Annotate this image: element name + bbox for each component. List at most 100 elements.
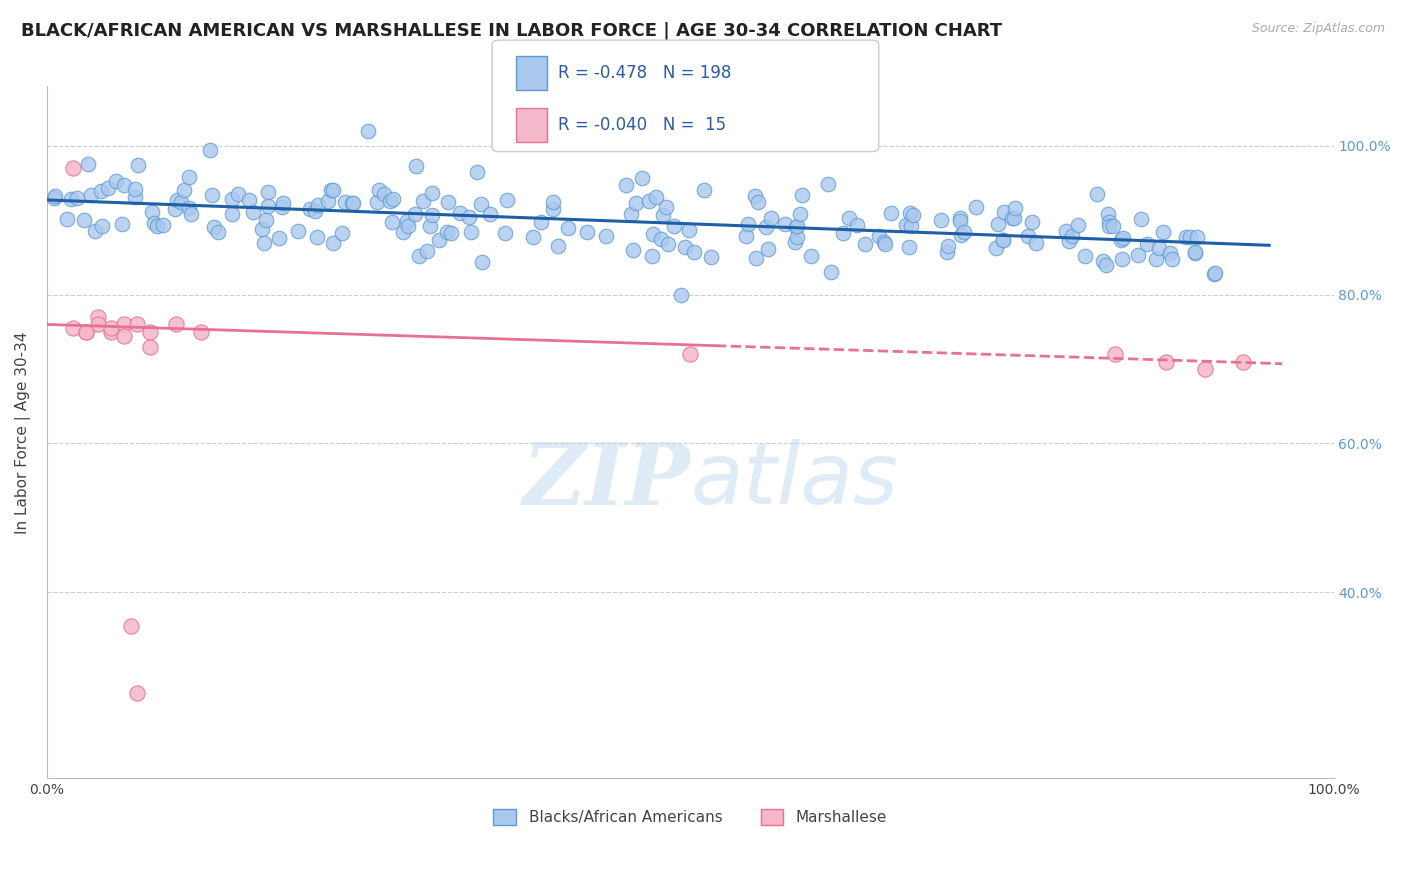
Point [84,224,107,238]
Point [948,211,970,225]
Point [789,207,811,221]
Point [494,226,516,240]
Point [75,325,97,339]
Point [638,194,661,209]
Point [471,254,494,268]
Point [404,207,426,221]
Point [97,181,120,195]
Point [547,239,569,253]
Point [575,225,598,239]
Text: Source: ZipAtlas.com: Source: ZipAtlas.com [1251,22,1385,36]
Point [1067,219,1090,233]
Point [758,242,780,256]
Point [949,214,972,228]
Point [1098,215,1121,229]
Point [396,219,419,233]
Point [221,207,243,221]
Point [458,210,481,224]
Text: R = -0.040   N =  15: R = -0.040 N = 15 [558,116,727,134]
Point [1085,186,1108,201]
Point [1232,354,1254,368]
Point [142,216,165,230]
Point [87,318,110,332]
Point [60,192,83,206]
Point [595,229,617,244]
Point [112,328,135,343]
Point [405,159,427,173]
Point [44,189,66,203]
Point [165,318,187,332]
Point [152,218,174,232]
Point [436,225,458,239]
Point [657,237,679,252]
Point [1202,267,1225,281]
Point [938,239,960,253]
Point [651,207,673,221]
Point [679,347,702,361]
Point [1021,215,1043,229]
Point [737,217,759,231]
Point [201,188,224,202]
Point [271,201,294,215]
Point [785,220,807,235]
Point [253,236,276,251]
Point [79,187,101,202]
Point [1204,266,1226,280]
Point [1184,245,1206,260]
Point [1159,246,1181,260]
Point [73,213,96,227]
Point [322,183,344,197]
Point [238,193,260,207]
Point [987,217,1010,231]
Point [1004,201,1026,215]
Point [1154,354,1177,368]
Point [124,190,146,204]
Point [496,194,519,208]
Point [120,618,142,632]
Point [643,227,665,242]
Point [1144,252,1167,266]
Point [316,194,339,208]
Legend: Blacks/African Americans, Marshallese: Blacks/African Americans, Marshallese [486,802,894,833]
Point [412,194,434,209]
Point [817,177,839,191]
Point [624,196,647,211]
Point [307,198,329,212]
Point [173,183,195,197]
Point [287,224,309,238]
Point [820,265,842,279]
Point [418,219,440,234]
Point [1130,212,1153,227]
Point [965,200,987,214]
Point [993,233,1015,247]
Point [755,220,778,235]
Point [669,287,692,301]
Point [1097,207,1119,221]
Point [89,184,111,198]
Point [700,250,723,264]
Point [333,195,356,210]
Point [42,191,65,205]
Point [392,225,415,239]
Point [104,173,127,187]
Point [100,321,122,335]
Text: R = -0.478   N = 198: R = -0.478 N = 198 [558,64,731,82]
Point [1074,249,1097,263]
Point [1109,233,1132,247]
Point [872,235,894,250]
Point [1025,236,1047,251]
Point [198,143,221,157]
Point [62,161,84,176]
Point [368,183,391,197]
Point [654,201,676,215]
Point [786,219,808,234]
Point [1001,211,1024,226]
Point [950,227,973,242]
Point [845,218,868,232]
Point [221,192,243,206]
Point [254,213,277,227]
Point [744,251,766,265]
Point [177,169,200,184]
Point [415,244,437,258]
Point [1101,219,1123,233]
